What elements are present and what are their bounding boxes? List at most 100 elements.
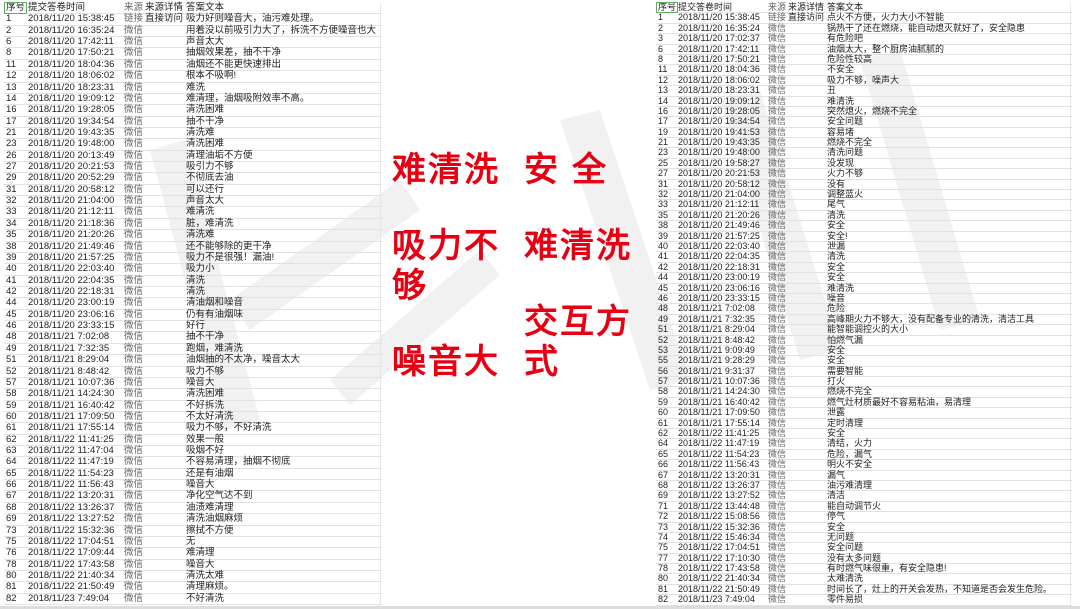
cell-col-submit-time[interactable]: 2018/11/20 22:03:40 — [678, 240, 760, 251]
cell-col-index[interactable]: 41 — [6, 274, 17, 286]
cell-col-submit-time[interactable]: 2018/11/20 15:38:45 — [678, 12, 760, 23]
cell-col-answer-text[interactable]: 清洗困难 — [186, 104, 225, 116]
cell-col-submit-time[interactable]: 2018/11/20 19:48:00 — [28, 138, 115, 150]
cell-col-submit-time[interactable]: 2018/11/21 17:55:14 — [678, 417, 760, 428]
cell-col-source[interactable]: 微信 — [124, 217, 144, 229]
cell-col-answer-text[interactable]: 能自动调节火 — [827, 500, 882, 511]
cell-col-answer-text[interactable]: 油烟抽的不太净，噪音太大 — [186, 354, 301, 366]
cell-col-index[interactable]: 56 — [658, 365, 669, 376]
cell-col-source[interactable]: 微信 — [768, 344, 787, 355]
cell-col-index[interactable]: 65 — [658, 448, 669, 459]
cell-col-submit-time[interactable]: 2018/11/22 11:54:23 — [678, 448, 760, 459]
cell-col-source[interactable]: 微信 — [768, 137, 787, 148]
cell-col-index[interactable]: 73 — [658, 521, 669, 532]
cell-col-index[interactable]: 53 — [658, 344, 669, 355]
cell-col-index[interactable]: 69 — [6, 513, 17, 525]
cell-col-source[interactable]: 微信 — [768, 448, 787, 459]
cell-col-source[interactable]: 微信 — [124, 172, 144, 184]
cell-col-source[interactable]: 微信 — [768, 33, 787, 44]
cell-col-index[interactable]: 80 — [6, 569, 17, 581]
cell-col-submit-time[interactable]: 2018/11/20 21:04:00 — [28, 195, 115, 207]
cell-col-source[interactable]: 微信 — [124, 47, 144, 59]
cell-col-answer-text[interactable]: 太难清洗 — [827, 573, 864, 584]
cell-col-index[interactable]: 31 — [6, 183, 17, 195]
cell-col-answer-text[interactable]: 零件易损 — [827, 594, 864, 605]
cell-col-answer-text[interactable]: 不彻底去油 — [186, 172, 234, 184]
cell-col-index[interactable]: 12 — [658, 74, 669, 85]
cell-col-source[interactable]: 微信 — [768, 563, 787, 574]
cell-col-index[interactable]: 59 — [658, 396, 669, 407]
cell-col-index[interactable]: 66 — [6, 479, 17, 491]
cell-col-answer-text[interactable]: 吸力不够 — [186, 365, 225, 377]
cell-col-submit-time[interactable]: 2018/11/21 8:29:04 — [678, 324, 755, 335]
cell-col-submit-time[interactable]: 2018/11/21 7:02:08 — [28, 331, 110, 343]
cell-col-answer-text[interactable]: 油烟太大，整个厨房油腻腻的 — [827, 43, 945, 54]
header-col-source[interactable]: 来源 — [124, 2, 144, 13]
cell-col-submit-time[interactable]: 2018/11/20 18:04:36 — [28, 58, 115, 70]
cell-col-source[interactable]: 微信 — [124, 36, 144, 48]
cell-col-answer-text[interactable]: 吸力不够，不好清洗 — [186, 422, 272, 434]
cell-col-answer-text[interactable]: 丑 — [827, 85, 837, 96]
cell-col-index[interactable]: 80 — [658, 573, 669, 584]
cell-col-answer-text[interactable]: 危险性较高 — [827, 53, 873, 64]
cell-col-answer-text[interactable]: 声音太大 — [186, 36, 225, 48]
cell-col-submit-time[interactable]: 2018/11/22 17:04:51 — [28, 535, 115, 547]
cell-col-index[interactable]: 8 — [6, 47, 12, 59]
cell-col-source[interactable]: 微信 — [768, 573, 787, 584]
cell-col-index[interactable]: 16 — [658, 105, 669, 116]
cell-col-source[interactable]: 微信 — [124, 320, 144, 332]
cell-col-index[interactable]: 68 — [658, 479, 669, 490]
cell-col-submit-time[interactable]: 2018/11/22 17:10:30 — [678, 552, 760, 563]
cell-col-answer-text[interactable]: 清洗太难 — [186, 569, 225, 581]
cell-col-source[interactable]: 链接 — [768, 12, 787, 23]
cell-col-source[interactable]: 微信 — [124, 24, 144, 36]
cell-col-answer-text[interactable]: 吸力不够，噪声大 — [827, 74, 900, 85]
cell-col-source[interactable]: 微信 — [124, 456, 144, 468]
cell-col-submit-time[interactable]: 2018/11/22 21:40:34 — [678, 573, 760, 584]
cell-col-source[interactable]: 微信 — [768, 542, 787, 553]
cell-col-answer-text[interactable]: 不容易清理，抽烟不彻底 — [186, 456, 291, 468]
cell-col-index[interactable]: 61 — [6, 422, 17, 434]
cell-col-answer-text[interactable]: 声音太大 — [186, 195, 225, 207]
cell-col-answer-text[interactable]: 危险，漏气 — [827, 448, 873, 459]
cell-col-index[interactable]: 35 — [6, 229, 17, 241]
cell-col-source[interactable]: 微信 — [124, 410, 144, 422]
cell-col-index[interactable]: 27 — [6, 161, 17, 173]
cell-col-source[interactable]: 微信 — [124, 558, 144, 570]
cell-col-index[interactable]: 31 — [658, 178, 669, 189]
cell-col-answer-text[interactable]: 清洗 — [827, 251, 846, 262]
cell-col-answer-text[interactable]: 清油烟和噪音 — [186, 297, 244, 309]
cell-col-answer-text[interactable]: 点火不方便，火力大小不智能 — [827, 12, 945, 23]
cell-col-answer-text[interactable]: 根本不吸啊! — [186, 70, 237, 82]
cell-col-source[interactable]: 微信 — [768, 209, 787, 220]
cell-col-source[interactable]: 微信 — [768, 251, 787, 262]
cell-col-submit-time[interactable]: 2018/11/22 13:26:37 — [678, 479, 760, 490]
cell-col-answer-text[interactable]: 难清理 — [186, 547, 215, 559]
cell-col-submit-time[interactable]: 2018/11/20 18:23:31 — [678, 85, 760, 96]
cell-col-answer-text[interactable]: 清洗问题 — [827, 147, 864, 158]
cell-col-source[interactable]: 微信 — [768, 74, 787, 85]
cell-col-answer-text[interactable]: 清洗难 — [186, 229, 215, 241]
cell-col-source[interactable]: 微信 — [768, 53, 787, 64]
cell-col-index[interactable]: 64 — [658, 438, 669, 449]
cell-col-submit-time[interactable]: 2018/11/20 17:42:11 — [678, 43, 760, 54]
cell-col-index[interactable]: 21 — [6, 126, 17, 138]
cell-col-answer-text[interactable]: 难清洗 — [186, 206, 215, 218]
cell-col-submit-time[interactable]: 2018/11/20 18:06:02 — [678, 74, 760, 85]
cell-col-index[interactable]: 25 — [658, 157, 669, 168]
cell-col-index[interactable]: 64 — [6, 456, 17, 468]
cell-col-index[interactable]: 77 — [658, 552, 669, 563]
cell-col-index[interactable]: 65 — [6, 467, 17, 479]
cell-col-index[interactable]: 11 — [6, 58, 16, 70]
cell-col-submit-time[interactable]: 2018/11/22 21:40:34 — [28, 569, 115, 581]
cell-col-answer-text[interactable]: 吸烟不好 — [186, 445, 225, 457]
cell-col-submit-time[interactable]: 2018/11/22 15:08:56 — [678, 511, 760, 522]
cell-col-index[interactable]: 38 — [658, 220, 669, 231]
cell-col-submit-time[interactable]: 2018/11/20 21:57:25 — [678, 230, 760, 241]
cell-col-source[interactable]: 微信 — [768, 438, 787, 449]
cell-col-submit-time[interactable]: 2018/11/20 17:50:21 — [678, 53, 760, 64]
cell-col-source[interactable]: 微信 — [768, 469, 787, 480]
cell-col-answer-text[interactable]: 清洗困难 — [186, 138, 225, 150]
cell-col-submit-time[interactable]: 2018/11/20 23:00:19 — [28, 297, 115, 309]
cell-col-answer-text[interactable]: 没有 — [827, 178, 846, 189]
